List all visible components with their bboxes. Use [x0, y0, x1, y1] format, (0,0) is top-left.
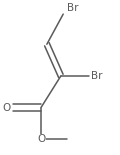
- Text: Br: Br: [91, 71, 103, 81]
- Text: O: O: [37, 134, 45, 144]
- Text: O: O: [2, 103, 11, 113]
- Text: Br: Br: [67, 3, 78, 13]
